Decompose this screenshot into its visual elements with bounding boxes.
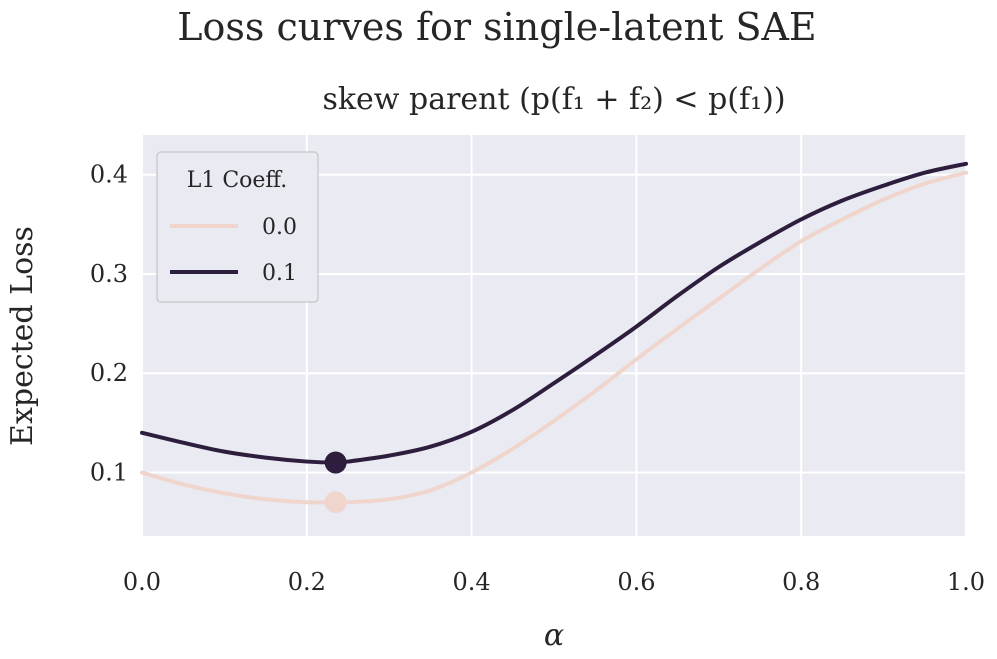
x-tick-label-5: 1.0 — [947, 568, 985, 596]
y-tick-labels: 0.1 0.2 0.3 0.4 — [90, 161, 128, 487]
chart-title: Loss curves for single-latent SAE — [177, 5, 816, 49]
x-tick-label-2: 0.4 — [453, 568, 491, 596]
minimum-markers — [324, 451, 347, 514]
x-tick-label-4: 0.8 — [782, 568, 820, 596]
x-tick-label-3: 0.6 — [617, 568, 655, 596]
series-line-0.0 — [140, 170, 968, 505]
x-tick-label-1: 0.2 — [288, 568, 326, 596]
minimum-point-0.0 — [324, 491, 347, 514]
x-tick-labels: 0.0 0.2 0.4 0.6 0.8 1.0 — [123, 568, 985, 596]
x-tick-label-0: 0.0 — [123, 568, 161, 596]
legend: L1 Coeff. 0.0 0.1 — [156, 151, 319, 303]
y-tick-label-2: 0.3 — [90, 260, 128, 288]
legend-label-0: 0.0 — [262, 215, 297, 240]
series-line-0.1 — [140, 161, 968, 465]
legend-title: L1 Coeff. — [187, 168, 288, 193]
y-tick-label-3: 0.4 — [90, 161, 128, 189]
y-axis-label: Expected Loss — [5, 226, 40, 446]
chart-subtitle: skew parent (p(f₁ + f₂) < p(f₁)) — [322, 82, 785, 117]
legend-label-1: 0.1 — [262, 261, 297, 286]
minimum-point-0.1 — [324, 451, 347, 474]
y-tick-label-0: 0.1 — [90, 458, 128, 486]
series-lines — [140, 161, 968, 505]
y-tick-label-1: 0.2 — [90, 359, 128, 387]
x-axis-label: α — [544, 618, 564, 653]
